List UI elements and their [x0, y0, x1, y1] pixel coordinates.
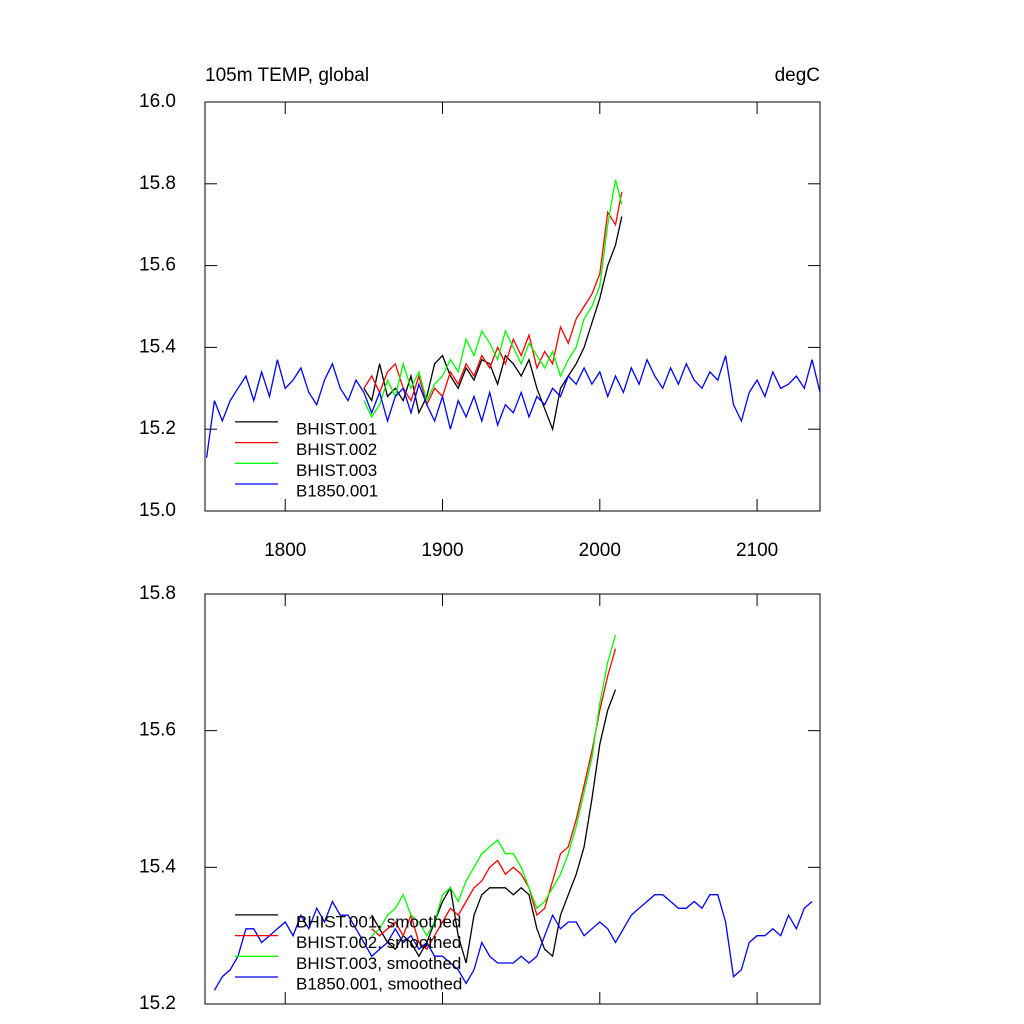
legend-label: BHIST.001, smoothed [296, 912, 461, 931]
chart-title: 105m TEMP, global [205, 65, 369, 86]
data-line [205, 355, 821, 458]
y-tick-label: 15.0 [139, 500, 176, 521]
data-line [371, 634, 617, 938]
legend-label: B1850.001, smoothed [296, 974, 462, 993]
legend-label: BHIST.003 [296, 461, 377, 480]
legend-label: BHIST.003, smoothed [296, 954, 461, 973]
data-line [371, 689, 617, 964]
data-line [363, 191, 623, 407]
x-tick-label: 1900 [421, 540, 463, 561]
y-tick-label: 15.2 [139, 993, 176, 1014]
x-tick-label: 2000 [579, 540, 621, 561]
data-line [363, 179, 623, 419]
legend-label: BHIST.001 [296, 419, 377, 438]
data-line [363, 216, 623, 432]
x-tick-label: 2100 [736, 540, 778, 561]
legend-label: BHIST.002 [296, 440, 377, 459]
legend-label: B1850.001 [296, 481, 378, 500]
plot-frame [204, 101, 821, 512]
legend-label: BHIST.002, smoothed [296, 933, 461, 952]
data-line [371, 648, 617, 951]
y-tick-label: 15.2 [139, 418, 176, 439]
units-label: degC [775, 65, 820, 86]
y-tick-label: 15.4 [139, 336, 176, 357]
y-tick-label: 15.6 [139, 255, 176, 276]
x-tick-label: 1800 [264, 540, 306, 561]
y-tick-label: 15.8 [139, 173, 176, 194]
data-line [213, 894, 813, 991]
y-tick-label: 15.4 [139, 856, 176, 877]
y-tick-label: 16.0 [139, 91, 176, 112]
y-tick-label: 15.8 [139, 583, 176, 604]
y-tick-label: 15.6 [139, 720, 176, 741]
plot-frame [204, 593, 821, 1005]
